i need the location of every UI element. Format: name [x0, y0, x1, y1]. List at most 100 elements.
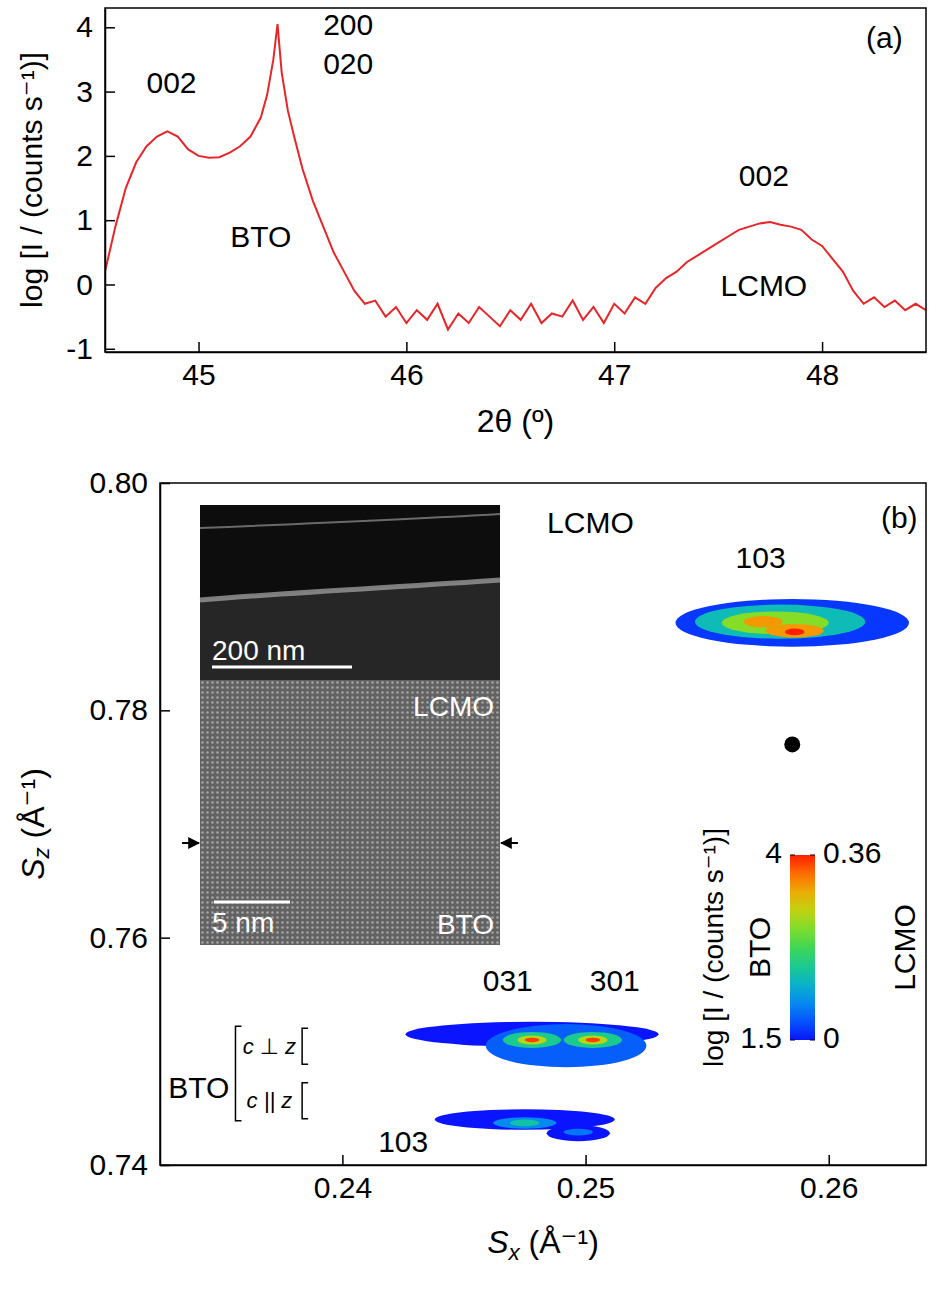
y-axis-title: Sz (Å⁻¹) — [15, 768, 53, 880]
annotation: LCMO — [547, 506, 634, 539]
contour — [510, 1120, 539, 1127]
tick: -1 — [66, 332, 115, 365]
contour — [695, 605, 865, 639]
tick: 0.78 — [90, 693, 170, 726]
annotation: 002 — [146, 66, 196, 99]
tick-mark — [406, 342, 408, 352]
colorbar-tick-label: 0.36 — [823, 836, 881, 869]
annotation: 020 — [323, 47, 373, 80]
inset-label: BTO — [437, 909, 494, 940]
inset-label: 200 nm — [212, 635, 305, 666]
plot-area — [406, 599, 909, 1141]
colorbar-tick — [810, 1040, 815, 1041]
contour — [586, 1038, 601, 1043]
bracket — [302, 1028, 308, 1064]
tick-mark — [585, 1155, 587, 1165]
tick: 45 — [182, 342, 215, 391]
annotation: (a) — [866, 21, 903, 54]
tick-label: 47 — [598, 358, 631, 391]
annotation: 200 — [323, 8, 373, 41]
map-0 — [406, 1022, 659, 1141]
tick-label: 0.74 — [90, 1148, 148, 1181]
bracket — [302, 1083, 308, 1119]
tick: 0.26 — [800, 1155, 858, 1204]
bracket — [235, 1026, 308, 1121]
map-1 — [676, 599, 909, 647]
axis-line — [160, 484, 162, 1166]
tick: 47 — [598, 342, 631, 391]
colorbar-tick-label: 0 — [823, 1021, 840, 1054]
contour — [578, 1035, 607, 1044]
axis: -101234 — [66, 9, 115, 365]
annotation: (b) — [881, 501, 918, 534]
colorbar-tick — [810, 855, 815, 856]
tem-insets: 200 nm 5 nm LCMO BTO — [182, 505, 518, 945]
arrow — [182, 842, 199, 844]
contour — [486, 1024, 646, 1067]
tick-label: 48 — [806, 358, 839, 391]
tick-label: 0.80 — [90, 466, 148, 499]
contour — [493, 1117, 556, 1128]
colorbar-tick-label: 4 — [765, 836, 782, 869]
x-axis-title: Sx (Å⁻¹) — [487, 1224, 599, 1265]
tick: 0.74 — [90, 1148, 170, 1181]
annotation: 103 — [736, 541, 786, 574]
axis-line — [161, 1165, 927, 1167]
colorbar-tick — [790, 855, 795, 856]
annotation: 002 — [739, 159, 789, 192]
contour — [766, 624, 824, 638]
inset-image — [200, 580, 500, 600]
plot-area — [105, 24, 926, 329]
annotation: c ⊥ z — [243, 1034, 296, 1059]
axis-line — [105, 9, 107, 353]
tick-label: 1 — [76, 203, 93, 236]
scale-bar — [214, 901, 290, 904]
tick-mark — [160, 710, 170, 712]
tick-label: 4 — [76, 10, 93, 43]
annotation: 031 — [483, 964, 533, 997]
contour — [503, 1032, 561, 1048]
tick-label: 0.78 — [90, 693, 148, 726]
inset-label: 5 nm — [212, 907, 274, 938]
colorbar: 1.54BTO00.36LCMOlog [I / (counts s⁻¹)] — [698, 828, 921, 1067]
tick-label: 0.26 — [800, 1171, 858, 1204]
tick: 1 — [76, 203, 115, 236]
axis-line — [106, 352, 927, 354]
tick-mark — [160, 1165, 170, 1167]
inset-label: LCMO — [413, 691, 494, 722]
tick: 46 — [390, 342, 423, 391]
tick: 0.24 — [314, 1155, 372, 1204]
arrow — [501, 842, 518, 844]
tick-label: 0.25 — [557, 1171, 615, 1204]
contour — [785, 628, 804, 635]
tick-mark — [105, 27, 115, 29]
tick-label: 45 — [182, 358, 215, 391]
tick-mark — [160, 483, 170, 485]
contour — [564, 1129, 593, 1136]
contour — [517, 1035, 546, 1044]
colorbar-tick-label: 1.5 — [740, 1021, 782, 1054]
inset-image — [200, 680, 500, 945]
tick: 3 — [76, 75, 115, 108]
contour — [676, 599, 909, 647]
tick-label: 0.76 — [90, 921, 148, 954]
y-axis-title: log [I / (counts s⁻¹)] — [15, 52, 48, 308]
tick-mark — [198, 342, 200, 352]
annotation: c || z — [247, 1088, 293, 1113]
x-axis-title: 2θ (º) — [477, 403, 554, 439]
tick-label: 0.24 — [314, 1171, 372, 1204]
annotation: BTO — [168, 1071, 229, 1104]
tick: 0.76 — [90, 921, 170, 954]
tick-mark — [614, 342, 616, 352]
colorbar-name: LCMO — [888, 904, 921, 991]
contour — [525, 1038, 540, 1043]
contour — [564, 1032, 622, 1048]
axis: 0.74 0.76 0.78 0.80 — [90, 466, 170, 1181]
axis: 0.24 0.25 0.26 — [161, 1155, 927, 1204]
plot-frame — [105, 8, 926, 352]
colorbar-name: BTO — [743, 917, 776, 978]
tick-label: 46 — [390, 358, 423, 391]
annotation: 103 — [378, 1125, 428, 1158]
tick-label: 0 — [76, 268, 93, 301]
data-line — [105, 24, 926, 329]
